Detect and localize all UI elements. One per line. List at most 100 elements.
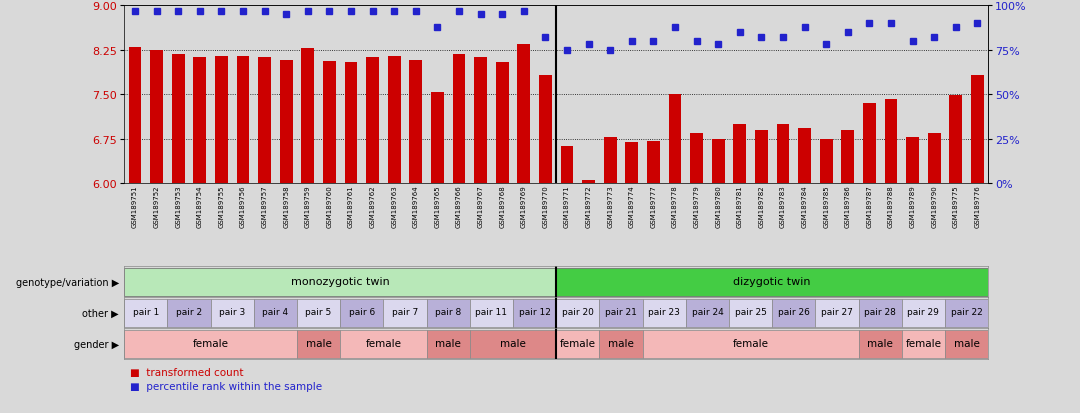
Text: pair 22: pair 22 xyxy=(950,308,983,317)
Bar xyxy=(340,299,383,327)
Text: pair 20: pair 20 xyxy=(562,308,594,317)
Bar xyxy=(902,299,945,327)
Text: pair 4: pair 4 xyxy=(262,308,288,317)
Bar xyxy=(172,55,185,184)
Bar xyxy=(690,133,703,184)
Bar xyxy=(971,76,984,184)
Text: female: female xyxy=(559,338,596,348)
Bar xyxy=(388,57,401,184)
Bar xyxy=(798,129,811,184)
Bar xyxy=(193,58,206,184)
Text: pair 11: pair 11 xyxy=(475,308,508,317)
Text: male: male xyxy=(435,338,461,348)
Bar xyxy=(885,100,897,184)
Bar xyxy=(928,133,941,184)
Bar xyxy=(777,125,789,184)
Bar xyxy=(949,95,962,184)
Bar xyxy=(712,140,725,184)
Bar xyxy=(366,58,379,184)
Bar xyxy=(129,47,141,184)
Bar xyxy=(258,58,271,184)
Bar xyxy=(383,299,427,327)
Bar xyxy=(859,330,902,358)
Bar xyxy=(345,62,357,184)
Text: pair 12: pair 12 xyxy=(518,308,551,317)
Bar xyxy=(599,299,643,327)
Bar xyxy=(254,299,297,327)
Bar xyxy=(772,299,815,327)
Text: male: male xyxy=(954,338,980,348)
Bar xyxy=(556,330,599,358)
Text: pair 23: pair 23 xyxy=(648,308,680,317)
Bar xyxy=(599,330,643,358)
Bar xyxy=(582,181,595,184)
Text: gender ▶: gender ▶ xyxy=(73,339,119,349)
Bar xyxy=(431,93,444,184)
Text: dizygotic twin: dizygotic twin xyxy=(733,276,811,286)
Bar xyxy=(859,299,902,327)
Bar xyxy=(625,142,638,184)
Bar xyxy=(427,330,470,358)
Bar xyxy=(301,49,314,184)
Text: male: male xyxy=(500,338,526,348)
Bar xyxy=(906,138,919,184)
Text: female: female xyxy=(732,338,769,348)
Bar xyxy=(470,299,513,327)
Bar xyxy=(124,268,556,296)
Text: pair 24: pair 24 xyxy=(691,308,724,317)
Text: pair 5: pair 5 xyxy=(306,308,332,317)
Text: pair 29: pair 29 xyxy=(907,308,940,317)
Bar xyxy=(513,299,556,327)
Text: male: male xyxy=(306,338,332,348)
Text: other ▶: other ▶ xyxy=(82,308,119,318)
Text: pair 25: pair 25 xyxy=(734,308,767,317)
Text: female: female xyxy=(365,338,402,348)
Text: ■  percentile rank within the sample: ■ percentile rank within the sample xyxy=(130,381,322,391)
Text: genotype/variation ▶: genotype/variation ▶ xyxy=(15,277,119,287)
Text: monozygotic twin: monozygotic twin xyxy=(291,276,390,286)
Bar xyxy=(643,330,859,358)
Bar xyxy=(150,50,163,184)
Text: female: female xyxy=(905,338,942,348)
Bar xyxy=(945,330,988,358)
Bar xyxy=(124,330,297,358)
Bar xyxy=(124,299,167,327)
Bar xyxy=(945,299,988,327)
Bar xyxy=(820,140,833,184)
Bar xyxy=(902,330,945,358)
Text: pair 26: pair 26 xyxy=(778,308,810,317)
Bar xyxy=(297,299,340,327)
Bar xyxy=(556,268,988,296)
Bar xyxy=(453,55,465,184)
Text: pair 2: pair 2 xyxy=(176,308,202,317)
Text: male: male xyxy=(608,338,634,348)
Bar xyxy=(686,299,729,327)
Text: pair 8: pair 8 xyxy=(435,308,461,317)
Bar xyxy=(474,58,487,184)
Text: male: male xyxy=(867,338,893,348)
Bar xyxy=(340,330,427,358)
Text: pair 27: pair 27 xyxy=(821,308,853,317)
Bar xyxy=(237,57,249,184)
Bar xyxy=(561,147,573,184)
Bar xyxy=(729,299,772,327)
Bar xyxy=(815,299,859,327)
Bar xyxy=(215,57,228,184)
Text: pair 21: pair 21 xyxy=(605,308,637,317)
Bar xyxy=(556,299,599,327)
Bar xyxy=(496,62,509,184)
Bar xyxy=(167,299,211,327)
Text: female: female xyxy=(192,338,229,348)
Text: pair 7: pair 7 xyxy=(392,308,418,317)
Bar xyxy=(539,76,552,184)
Bar xyxy=(604,138,617,184)
Bar xyxy=(211,299,254,327)
Bar xyxy=(647,141,660,184)
Bar xyxy=(669,95,681,184)
Text: pair 3: pair 3 xyxy=(219,308,245,317)
Bar xyxy=(643,299,686,327)
Bar xyxy=(427,299,470,327)
Text: pair 6: pair 6 xyxy=(349,308,375,317)
Bar xyxy=(841,131,854,184)
Text: ■  transformed count: ■ transformed count xyxy=(130,367,243,377)
